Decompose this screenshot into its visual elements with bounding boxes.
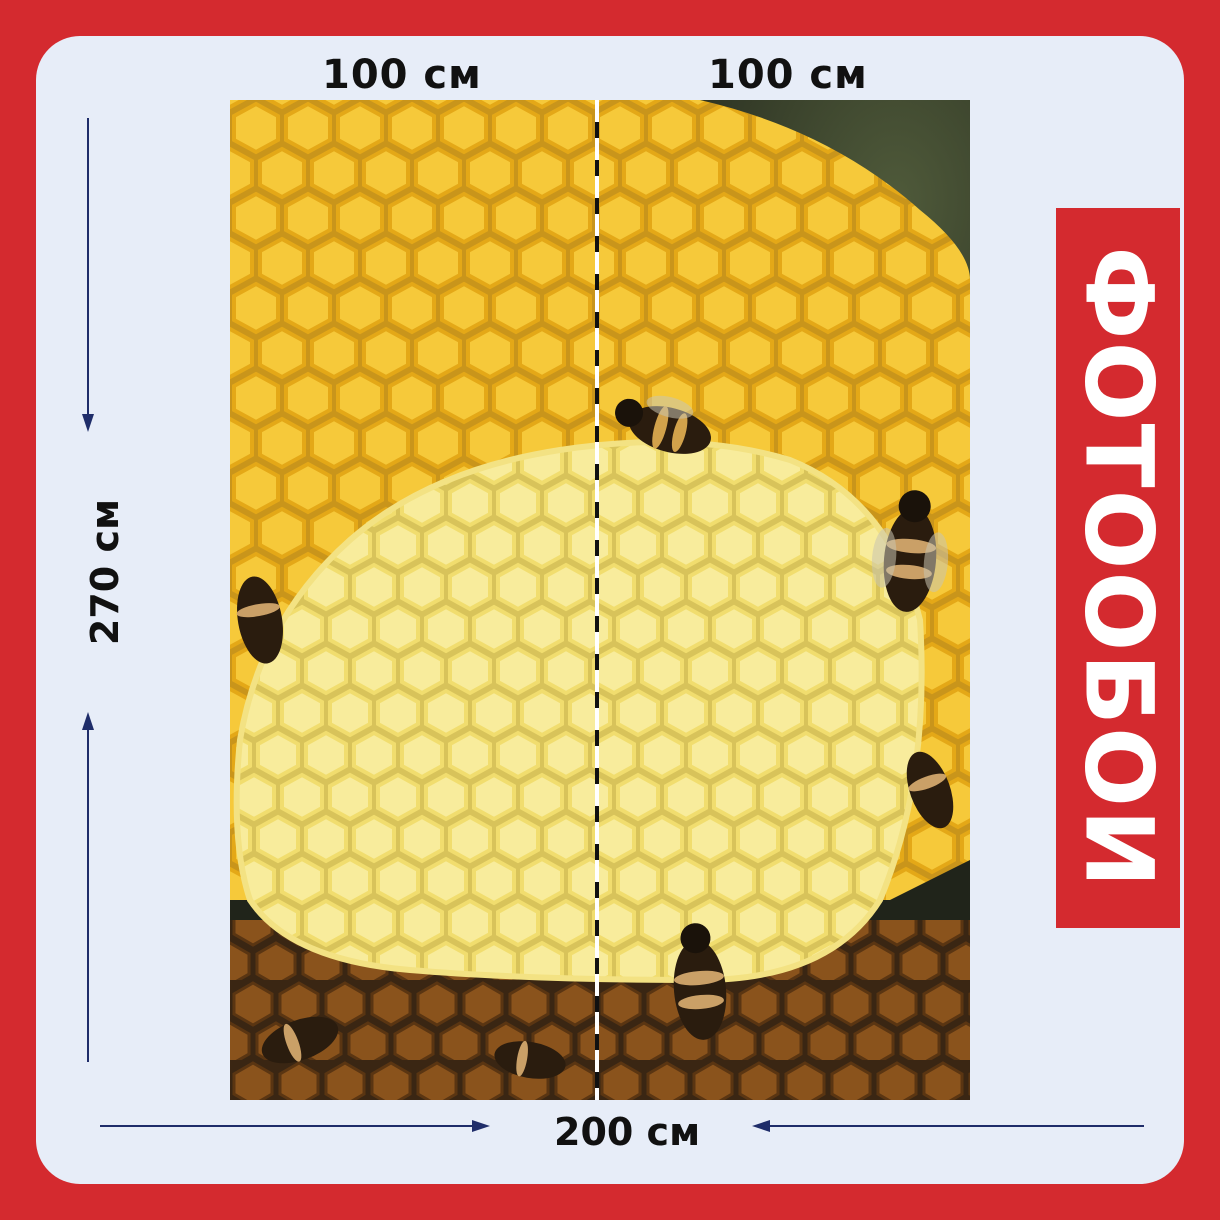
height-label-wrapper: 270 см (50, 472, 160, 672)
height-arrow-up-icon (82, 712, 94, 1062)
bee-6 (261, 1016, 339, 1064)
bee-5 (906, 751, 954, 829)
honeycomb-photo (230, 100, 970, 1100)
bee-4 (236, 576, 283, 664)
width-arrow-right-icon (100, 1120, 490, 1132)
bee-7 (494, 1040, 566, 1079)
bee-1 (615, 395, 711, 454)
top-left-width-label: 100 см (322, 52, 482, 98)
brand-text: ФОТООБОИ (1063, 246, 1173, 890)
bee-2 (871, 490, 949, 612)
honeycomb-illustration (230, 100, 970, 1100)
width-arrow-left-icon (752, 1120, 1144, 1132)
height-arrow-down-icon (82, 118, 94, 432)
height-label: 270 см (83, 498, 127, 646)
brand-banner: ФОТООБОИ (1056, 208, 1180, 928)
top-right-width-label: 100 см (708, 52, 868, 98)
bee-3 (673, 923, 727, 1040)
total-width-label: 200 см (554, 1110, 701, 1154)
